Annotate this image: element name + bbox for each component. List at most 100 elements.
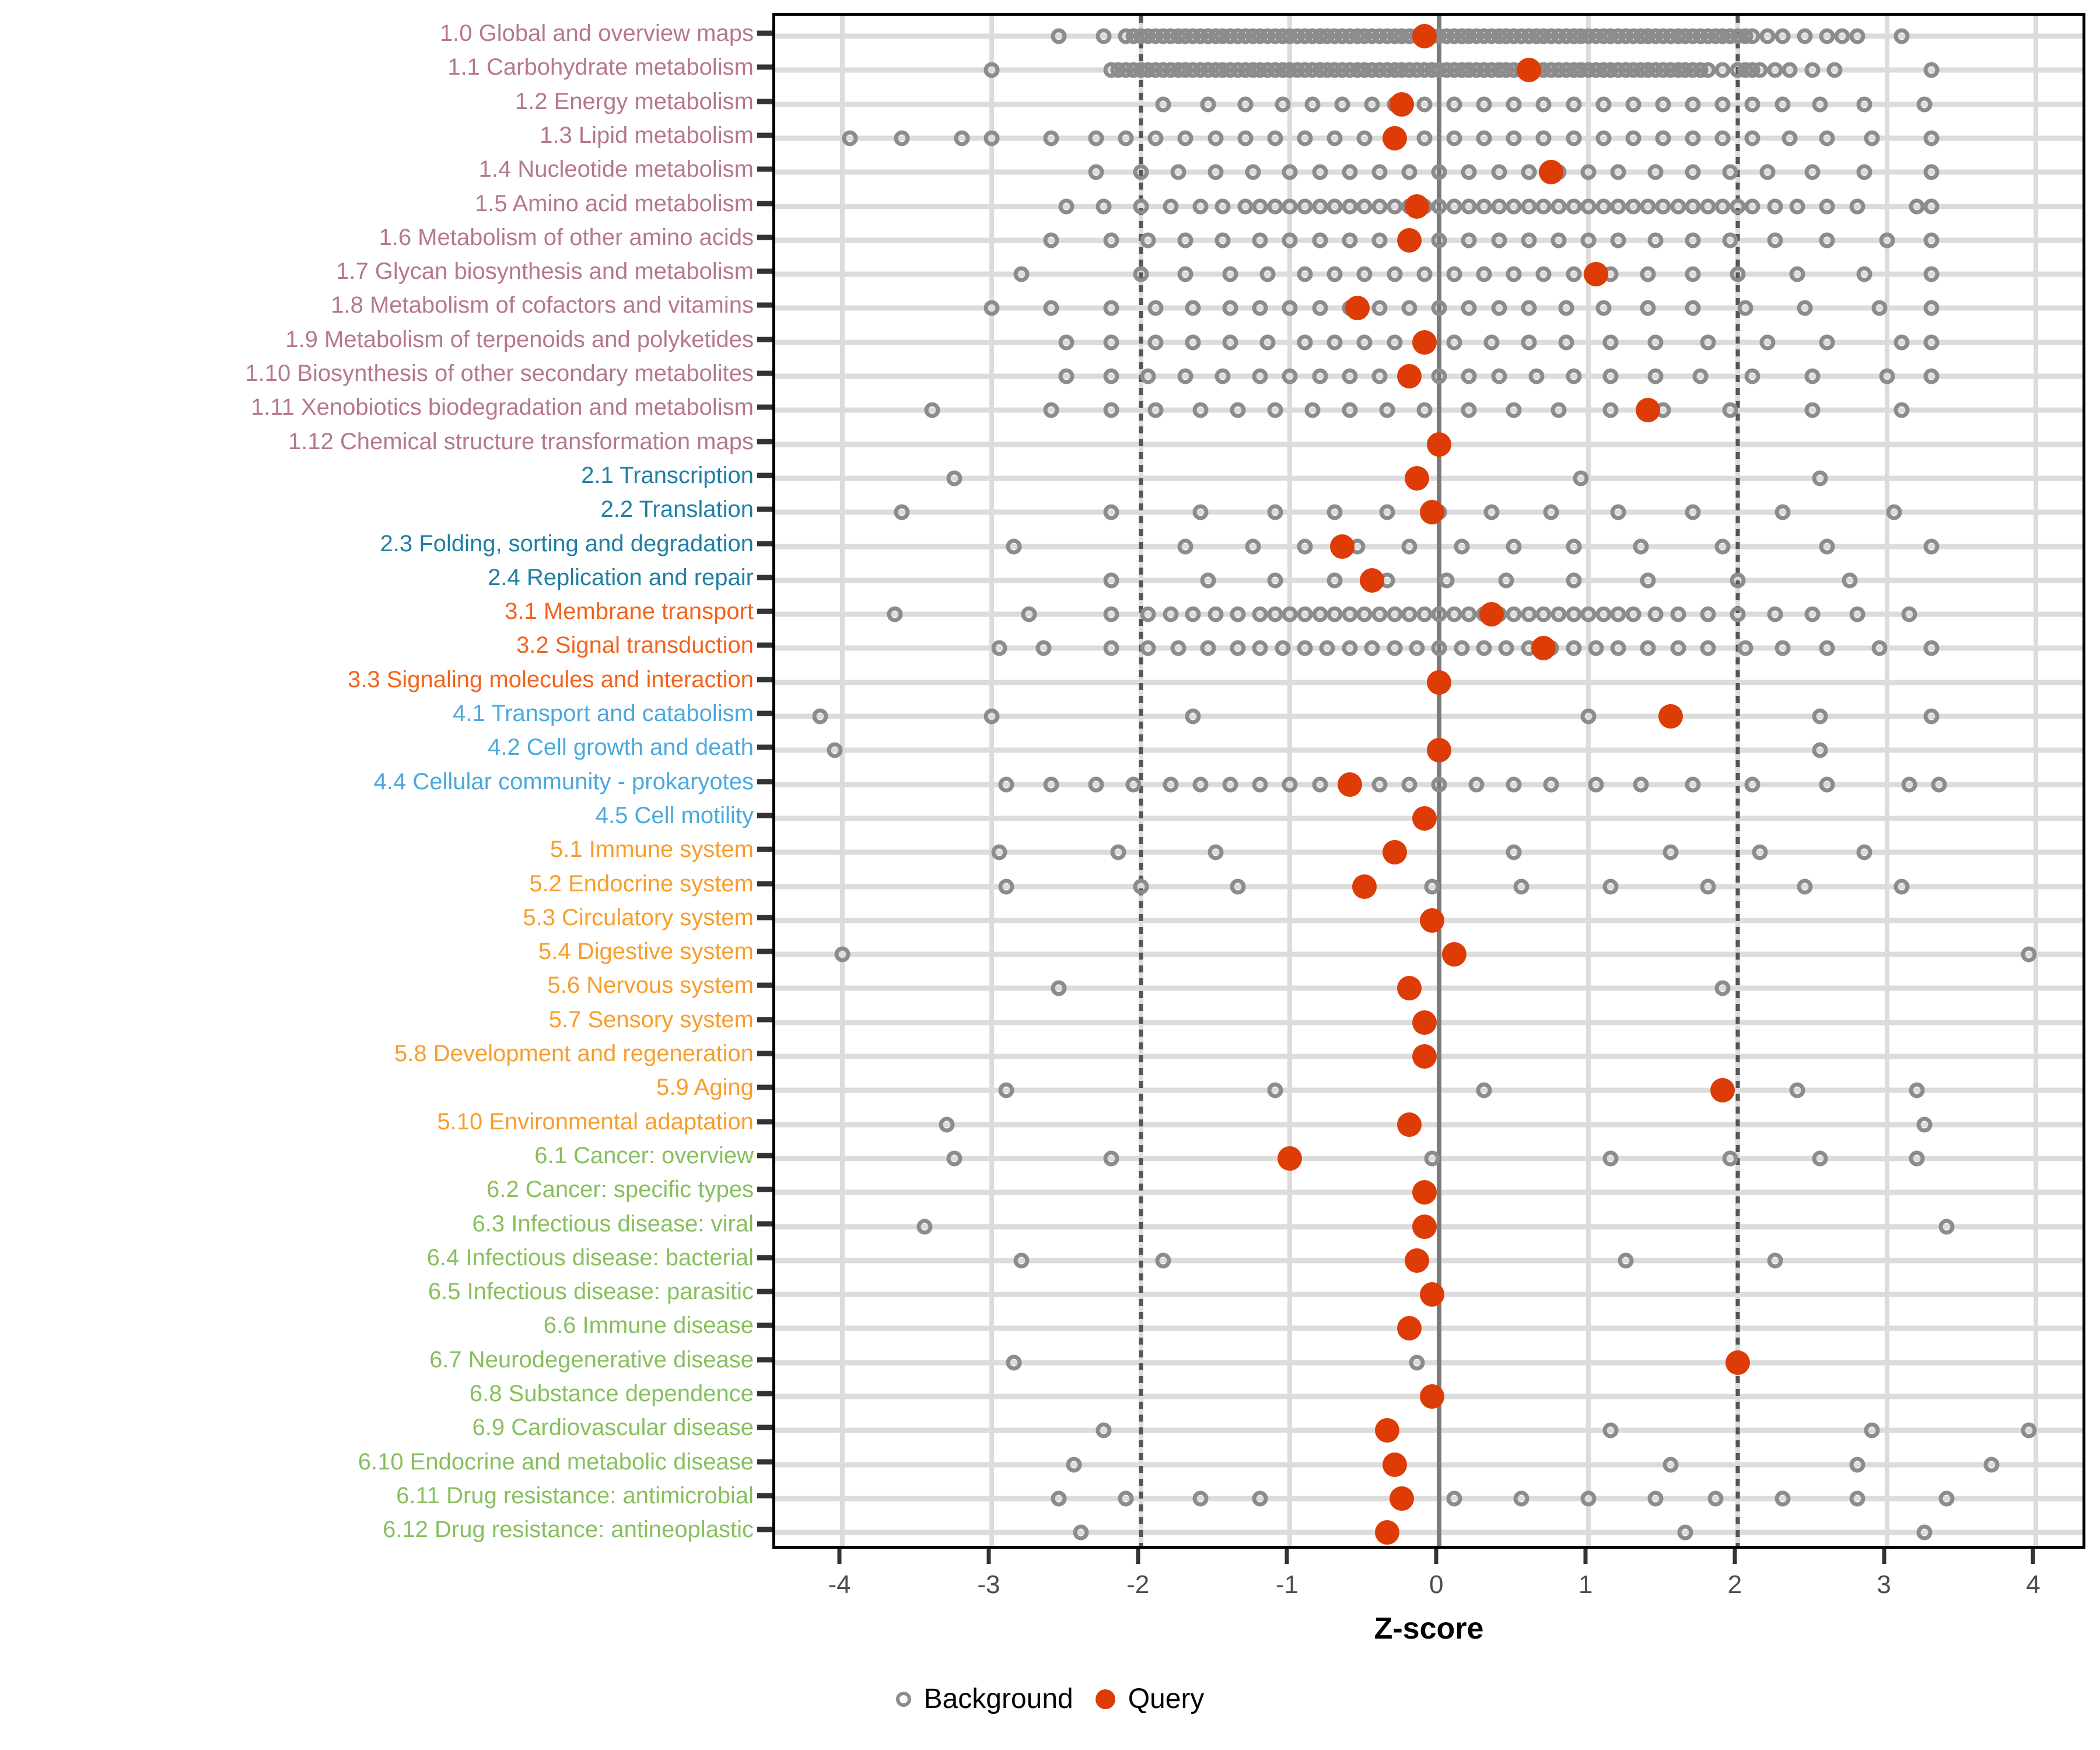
background-point (1326, 130, 1343, 146)
query-point (1427, 738, 1452, 763)
background-point (1521, 232, 1537, 249)
background-point (1558, 300, 1574, 316)
background-point (1498, 640, 1514, 656)
y-axis-tick (757, 1017, 772, 1023)
grid-line-horizontal (775, 1496, 2082, 1502)
y-axis-tick (757, 982, 772, 988)
query-point (1360, 568, 1385, 593)
background-point (1476, 640, 1492, 656)
background-point (954, 130, 970, 146)
background-point (1013, 1252, 1030, 1269)
background-point (1610, 198, 1626, 214)
y-axis-category-label: 3.1 Membrane transport (505, 598, 754, 625)
legend-item-background: Background (895, 1683, 1073, 1715)
x-axis-tick-label: 3 (1877, 1570, 1891, 1599)
y-axis-tick (757, 541, 772, 546)
background-point (1416, 130, 1433, 146)
y-axis-category-label: 5.1 Immune system (550, 836, 754, 863)
background-point (1550, 606, 1567, 622)
background-point (1640, 572, 1656, 589)
background-point (1058, 198, 1074, 214)
background-point (1767, 232, 1783, 249)
background-point (1595, 198, 1612, 214)
background-point (998, 776, 1014, 793)
background-point (1521, 300, 1537, 316)
background-point (887, 606, 903, 622)
y-axis-category-label: 4.4 Cellular community - prokaryotes (373, 768, 754, 794)
background-point (1103, 572, 1119, 589)
y-axis-tick (757, 439, 772, 444)
reference-line-dotted (1735, 16, 1740, 1546)
background-point (1580, 198, 1597, 214)
y-axis-category-label: 1.0 Global and overview maps (439, 20, 754, 46)
background-point (1096, 1422, 1112, 1438)
background-point (1797, 28, 1813, 44)
y-axis-category-label: 5.8 Development and regeneration (394, 1041, 754, 1066)
y-axis-category-label: 6.6 Immune disease (543, 1312, 754, 1339)
y-axis-tick (757, 1424, 772, 1430)
background-point (1446, 606, 1462, 622)
background-point (1506, 198, 1522, 214)
background-point (1051, 980, 1067, 996)
y-axis-tick (757, 1289, 772, 1294)
background-point (1147, 402, 1164, 418)
grid-line-horizontal (775, 1087, 2082, 1093)
y-axis-category-label: 2.2 Translation (600, 496, 754, 523)
background-point (1222, 266, 1238, 282)
reference-line-dotted (1139, 16, 1143, 1546)
background-point (1670, 198, 1686, 214)
y-axis-category-label: 1.9 Metabolism of terpenoids and polyket… (285, 326, 754, 352)
background-point (1685, 300, 1701, 316)
background-point (1177, 266, 1194, 282)
y-axis-category-label: 1.4 Nucleotide metabolism (478, 156, 754, 183)
background-point (1849, 1457, 1866, 1473)
background-point (1498, 572, 1514, 589)
query-point (1419, 1282, 1444, 1307)
chart-legend: Background Query (0, 1683, 2100, 1715)
background-point (1312, 300, 1328, 316)
background-point (946, 470, 963, 487)
background-point (1714, 130, 1731, 146)
background-point (1602, 878, 1619, 894)
background-point (1759, 164, 1776, 180)
background-point (1894, 28, 1910, 44)
background-point (1774, 640, 1791, 656)
grid-line-horizontal (775, 645, 2082, 651)
background-point (1133, 164, 1149, 180)
background-point (1416, 606, 1433, 622)
background-point (1730, 198, 1746, 214)
background-point (1387, 606, 1403, 622)
background-point (1371, 232, 1388, 249)
y-axis-tick (757, 1051, 772, 1056)
background-point (1252, 300, 1268, 316)
background-point (1096, 28, 1112, 44)
background-point (1580, 1490, 1597, 1507)
grid-line-horizontal (775, 373, 2082, 379)
background-point (1387, 198, 1403, 214)
y-axis-tick (757, 779, 772, 785)
background-point (1670, 606, 1686, 622)
grid-line-horizontal (775, 1427, 2082, 1433)
background-point (1103, 402, 1119, 418)
grid-line-horizontal (775, 1462, 2082, 1468)
background-point (1379, 402, 1395, 418)
y-axis-category-label: 3.3 Signaling molecules and interaction (348, 666, 754, 692)
background-point (1610, 606, 1626, 622)
y-axis-tick (757, 915, 772, 921)
background-point (1737, 300, 1754, 316)
background-point (1252, 1490, 1268, 1507)
background-point (1424, 1150, 1440, 1167)
background-point (1506, 776, 1522, 793)
background-point (1468, 776, 1485, 793)
background-point (1722, 232, 1738, 249)
background-point (1446, 130, 1462, 146)
background-point (1252, 368, 1268, 384)
x-axis-tick (1434, 1549, 1438, 1564)
background-point (1864, 130, 1880, 146)
background-point (1282, 776, 1298, 793)
background-point (1461, 368, 1477, 384)
background-point (1931, 776, 1947, 793)
background-point (1431, 368, 1447, 384)
background-point (1580, 164, 1597, 180)
background-point (1633, 538, 1649, 554)
